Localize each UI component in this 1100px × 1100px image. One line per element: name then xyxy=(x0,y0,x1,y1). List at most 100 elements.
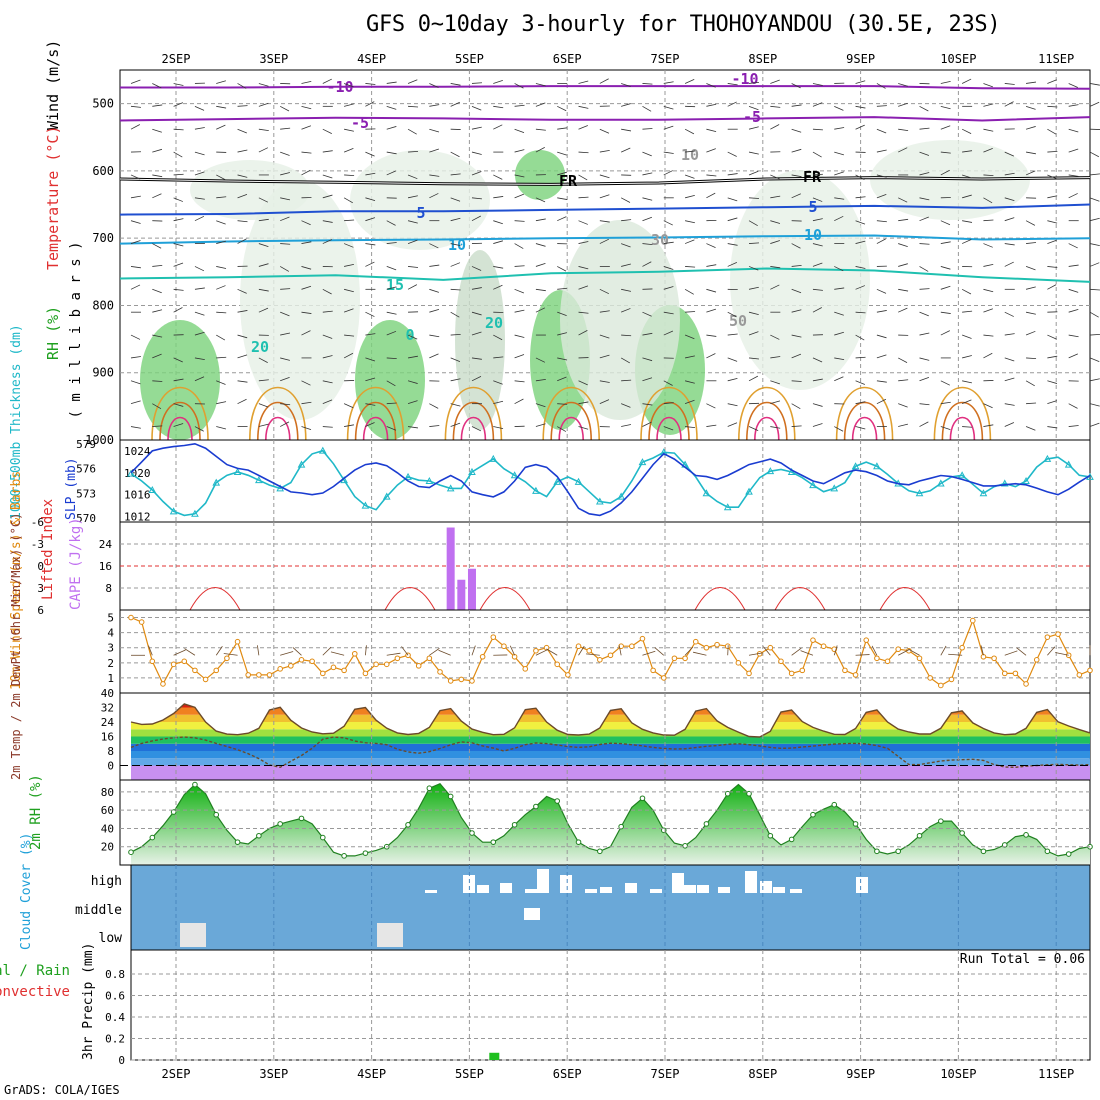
thickness-marker xyxy=(382,492,391,500)
y1tick-label: 3 xyxy=(37,582,44,595)
wind-barb xyxy=(940,401,951,405)
wind-barb xyxy=(365,261,375,267)
wind-barb xyxy=(578,380,588,386)
temp-band xyxy=(131,751,1090,759)
contour-label: 0 xyxy=(405,326,414,344)
thickness-marker xyxy=(191,509,199,517)
wind-barb xyxy=(173,102,184,107)
wind-barb xyxy=(983,308,993,313)
wind-barb xyxy=(279,421,290,427)
wind-barb xyxy=(919,421,929,427)
wind-barb xyxy=(983,103,994,107)
wind-barb xyxy=(770,220,781,224)
wind-barb xyxy=(216,311,227,314)
wind-barb xyxy=(1025,151,1036,155)
wind-barb xyxy=(940,330,950,336)
wind-barb xyxy=(685,311,696,313)
wind-barb xyxy=(216,196,227,199)
wind-barb xyxy=(1068,104,1079,107)
wind-barb xyxy=(834,215,844,222)
cloud-high-block xyxy=(560,875,572,893)
wind-barb xyxy=(152,243,162,249)
wind-barb xyxy=(535,262,546,267)
wind-barb xyxy=(919,266,929,272)
isotherm-low xyxy=(843,401,886,441)
rh-shading xyxy=(190,160,310,220)
y2tick-label: 16 xyxy=(99,560,112,573)
wind-barb xyxy=(280,216,290,222)
wind-barb xyxy=(834,376,844,382)
wind-barb xyxy=(663,311,674,315)
wind-barb xyxy=(770,334,780,340)
wind-barb xyxy=(152,380,163,382)
wind-barb xyxy=(1089,403,1100,407)
wind-barb xyxy=(706,288,717,293)
wind-barb xyxy=(407,355,418,359)
wind-barb xyxy=(898,128,909,131)
wind-barb xyxy=(812,423,823,427)
wind-barb xyxy=(237,83,247,89)
wind-speed-marker xyxy=(202,676,209,683)
chart-title: GFS 0~10day 3-hourly for THOHOYANDOU (30… xyxy=(366,12,1001,37)
wind-barb xyxy=(322,646,332,656)
wind-barb xyxy=(194,127,205,130)
temp-band xyxy=(131,729,1090,737)
wind-barb xyxy=(642,332,653,336)
cloud-high-block xyxy=(477,885,489,893)
rh-marker xyxy=(341,853,347,859)
wind-barb xyxy=(1089,357,1100,363)
thickness-marker xyxy=(127,469,135,477)
wind-barb xyxy=(983,424,994,427)
wind-frame xyxy=(119,609,1091,694)
wind-barb xyxy=(642,197,653,201)
wind-barb xyxy=(642,650,656,656)
wind-barb xyxy=(876,354,887,359)
isotherm-low xyxy=(346,386,405,441)
wind-barb xyxy=(184,648,196,656)
wind-barb xyxy=(401,646,409,656)
rh-marker xyxy=(128,849,134,856)
wind-speed-marker xyxy=(426,655,433,662)
wind-barb xyxy=(386,402,397,405)
wind-barb xyxy=(429,193,439,199)
rh-marker xyxy=(554,798,561,804)
legend-total-rain: Total / Rain xyxy=(0,963,70,979)
wind-barb xyxy=(237,128,247,134)
wind-barb xyxy=(876,83,886,89)
wind-barb xyxy=(557,426,567,432)
wind-barb xyxy=(834,266,844,272)
wind-barb xyxy=(1089,333,1100,336)
cloud-high-block xyxy=(672,873,684,893)
wind-barb xyxy=(684,79,695,84)
wind-barb xyxy=(535,197,546,203)
wind-barb xyxy=(599,354,610,359)
thickness-frame xyxy=(119,439,1091,523)
wind-barb xyxy=(834,197,845,200)
wind-barb xyxy=(152,128,162,133)
wind-speed-marker xyxy=(469,678,475,684)
xtick-label: 9SEP xyxy=(846,1067,875,1081)
ytick-label: 5 xyxy=(107,612,114,625)
thickness-marker xyxy=(873,462,881,470)
wind-speed-marker xyxy=(320,670,326,677)
thickness-marker xyxy=(1000,479,1009,487)
wind-barb xyxy=(429,353,439,359)
wind-barb xyxy=(509,645,515,656)
wind-barb xyxy=(386,151,397,155)
wind-barb xyxy=(834,357,845,361)
wind-barb xyxy=(471,331,482,336)
wind-barb xyxy=(983,128,994,132)
thickness-marker xyxy=(318,446,327,454)
wind-barb xyxy=(365,243,376,246)
wind-barb xyxy=(685,150,696,153)
thickness-marker xyxy=(489,454,498,462)
wind-barb xyxy=(940,80,951,84)
wind-barb xyxy=(429,425,440,427)
wind-barb xyxy=(237,354,248,359)
ylabel-wind10m: 10m Wind Speed (m/s) & Barbs xyxy=(9,471,24,690)
wind-barb xyxy=(280,288,291,290)
wind-barb xyxy=(578,105,589,109)
wind-barb xyxy=(152,353,162,359)
wind-speed-marker xyxy=(703,644,710,651)
wind-barb xyxy=(940,426,951,431)
